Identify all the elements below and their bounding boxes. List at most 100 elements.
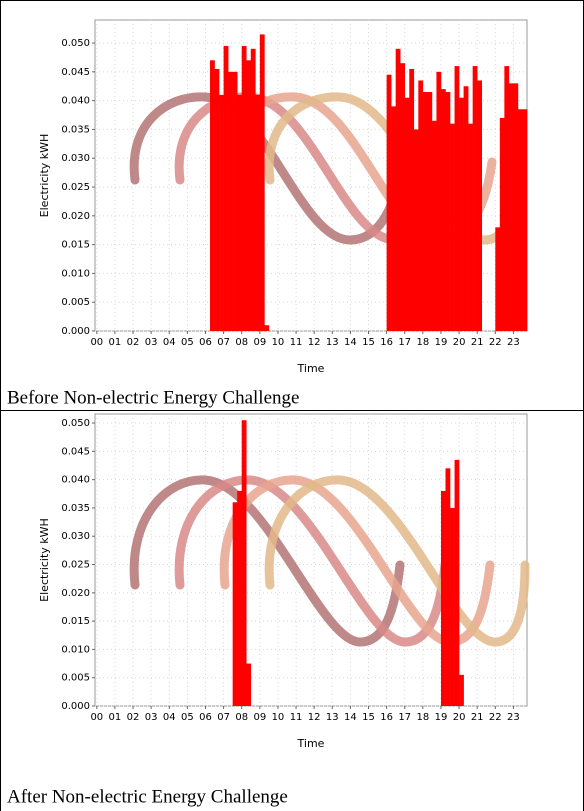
bar xyxy=(386,74,392,332)
y-axis-label: Electricity kWH xyxy=(38,134,51,218)
bar xyxy=(219,94,224,332)
bar xyxy=(391,106,396,331)
y-tick-label: 0.000 xyxy=(61,326,90,337)
x-tick-label: 20 xyxy=(453,337,466,348)
bar xyxy=(237,490,243,706)
x-axis-label: Time xyxy=(297,362,325,375)
x-tick-label: 04 xyxy=(163,337,176,348)
x-tick-label: 13 xyxy=(326,712,339,723)
x-tick-label: 11 xyxy=(290,337,303,348)
bar xyxy=(232,71,238,331)
x-tick-label: 20 xyxy=(453,712,466,723)
caption: Before Non-electric Energy Challenge xyxy=(7,387,299,408)
bar xyxy=(395,48,401,331)
bar xyxy=(232,502,238,706)
bar xyxy=(472,66,478,332)
bar xyxy=(422,91,428,331)
y-tick-label: 0.045 xyxy=(61,446,90,457)
x-tick-label: 23 xyxy=(507,337,520,348)
bar xyxy=(450,507,455,706)
y-tick-label: 0.005 xyxy=(61,673,90,684)
x-tick-label: 15 xyxy=(362,712,375,723)
bar xyxy=(418,80,424,331)
x-tick-label: 18 xyxy=(416,337,429,348)
bars xyxy=(210,34,528,332)
x-tick-label: 17 xyxy=(398,712,411,723)
bar xyxy=(404,97,410,331)
x-tick-label: 01 xyxy=(109,337,122,348)
bar xyxy=(427,91,433,331)
bar xyxy=(250,48,256,331)
bar xyxy=(264,325,270,331)
bar xyxy=(440,490,446,706)
x-tick-label: 09 xyxy=(253,712,266,723)
panel: 0.000 0.005 0.010 0.015 0.020 0.025 0.030 0.035… xyxy=(7,19,528,408)
bar xyxy=(463,86,469,332)
x-tick-label: 16 xyxy=(380,712,393,723)
y-tick-label: 0.050 xyxy=(61,38,90,49)
y-tick-label: 0.045 xyxy=(61,67,90,78)
y-tick-label: 0.015 xyxy=(61,240,90,251)
x-tick-label: 19 xyxy=(435,712,448,723)
x-tick-label: 05 xyxy=(181,712,194,723)
x-tick-label: 05 xyxy=(181,337,194,348)
bar xyxy=(508,83,514,331)
bar xyxy=(228,71,233,331)
x-tick-label: 13 xyxy=(326,337,339,348)
y-axis-label: Electricity kWH xyxy=(38,518,51,602)
bar xyxy=(241,45,247,332)
x-tick-label: 17 xyxy=(398,337,411,348)
bar xyxy=(241,420,247,706)
y-tick-label: 0.040 xyxy=(61,96,90,107)
bar xyxy=(450,123,455,332)
bar xyxy=(436,71,442,331)
x-tick-label: 03 xyxy=(145,337,158,348)
y-tick-label: 0.035 xyxy=(61,503,90,514)
x-tick-label: 09 xyxy=(253,337,266,348)
x-tick-label: 16 xyxy=(380,337,393,348)
swirl xyxy=(129,92,407,245)
bar xyxy=(459,674,464,706)
bar xyxy=(513,83,519,331)
bar xyxy=(440,89,446,331)
bar xyxy=(454,66,460,332)
x-tick-label: 00 xyxy=(90,337,103,348)
bar xyxy=(259,34,265,332)
x-tick-label: 08 xyxy=(235,337,248,348)
x-tick-label: 15 xyxy=(362,337,375,348)
bar xyxy=(499,117,505,331)
x-tick-label: 14 xyxy=(344,337,357,348)
bar xyxy=(246,663,252,706)
y-tick-label: 0.015 xyxy=(61,616,90,627)
x-tick-label: 06 xyxy=(199,337,212,348)
x-axis-label: Time xyxy=(297,737,325,750)
bar xyxy=(468,123,473,332)
bar xyxy=(413,129,419,331)
y-tick-label: 0.010 xyxy=(61,644,90,655)
x-tick-label: 14 xyxy=(344,712,357,723)
bar xyxy=(477,80,483,331)
x-tick-label: 04 xyxy=(163,712,176,723)
y-tick-label: 0.035 xyxy=(61,124,90,135)
x-tick-label: 06 xyxy=(199,712,212,723)
x-tick-label: 22 xyxy=(489,337,502,348)
bar xyxy=(210,60,215,331)
y-tick-label: 0.025 xyxy=(61,560,90,571)
x-tick-label: 08 xyxy=(235,712,248,723)
y-tick-label: 0.005 xyxy=(61,297,90,308)
bar xyxy=(255,94,261,332)
bar xyxy=(237,94,243,332)
bar xyxy=(454,459,460,706)
caption: After Non-electric Energy Challenge xyxy=(7,786,288,807)
plot-area xyxy=(94,413,528,707)
x-tick-label: 12 xyxy=(308,337,321,348)
x-tick-label: 12 xyxy=(308,712,321,723)
x-tick-label: 01 xyxy=(109,712,122,723)
y-tick-label: 0.010 xyxy=(61,268,90,279)
x-tick-label: 11 xyxy=(290,712,303,723)
y-tick-label: 0.030 xyxy=(61,531,90,542)
bar xyxy=(400,63,406,331)
bar xyxy=(445,468,451,706)
y-tick-label: 0.020 xyxy=(61,211,90,222)
